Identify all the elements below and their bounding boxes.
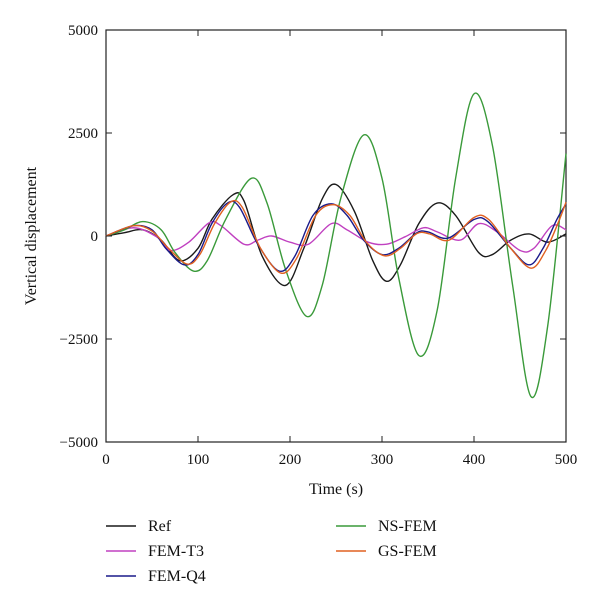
series-line-gs-fem (105, 199, 567, 275)
series-line-fem-t3 (105, 220, 567, 253)
legend: Ref FEM-T3 FEM-Q4 NS-FEM GS-FEM (106, 518, 437, 585)
y-tick-label: −2500 (60, 332, 98, 348)
series-line-ref (105, 183, 567, 287)
legend-item-fem-q4: FEM-Q4 (106, 568, 206, 585)
x-tick-label: 300 (371, 452, 394, 468)
y-ticks: 5000 2500 0 −2500 −5000 (60, 23, 566, 451)
y-tick-label: 5000 (68, 23, 98, 39)
legend-label: Ref (148, 518, 172, 535)
y-tick-label: −5000 (60, 435, 98, 451)
x-ticks: 0 100 200 300 400 500 (102, 30, 577, 468)
series-line-ns-fem (105, 92, 567, 399)
legend-item-ref: Ref (106, 518, 172, 535)
x-tick-label: 200 (279, 452, 302, 468)
x-tick-label: 500 (555, 452, 578, 468)
legend-item-fem-t3: FEM-T3 (106, 543, 204, 560)
legend-label: GS-FEM (378, 543, 437, 560)
x-axis-title: Time (s) (309, 481, 363, 498)
series-line-fem-q4 (105, 200, 567, 273)
legend-label: FEM-T3 (148, 543, 204, 560)
legend-item-ns-fem: NS-FEM (336, 518, 437, 535)
y-tick-label: 0 (91, 229, 99, 245)
legend-item-gs-fem: GS-FEM (336, 543, 437, 560)
x-tick-label: 100 (187, 452, 210, 468)
y-tick-label: 2500 (68, 126, 98, 142)
x-tick-label: 400 (463, 452, 486, 468)
plot-frame (105, 29, 567, 443)
plot-area: 0 100 200 300 400 500 5000 2500 0 −2500 −5000 (60, 23, 578, 468)
series-layer (105, 92, 567, 399)
legend-label: FEM-Q4 (148, 568, 206, 585)
x-tick-label: 0 (102, 452, 110, 468)
legend-label: NS-FEM (378, 518, 437, 535)
y-axis-title: Vertical displacement (23, 166, 40, 305)
